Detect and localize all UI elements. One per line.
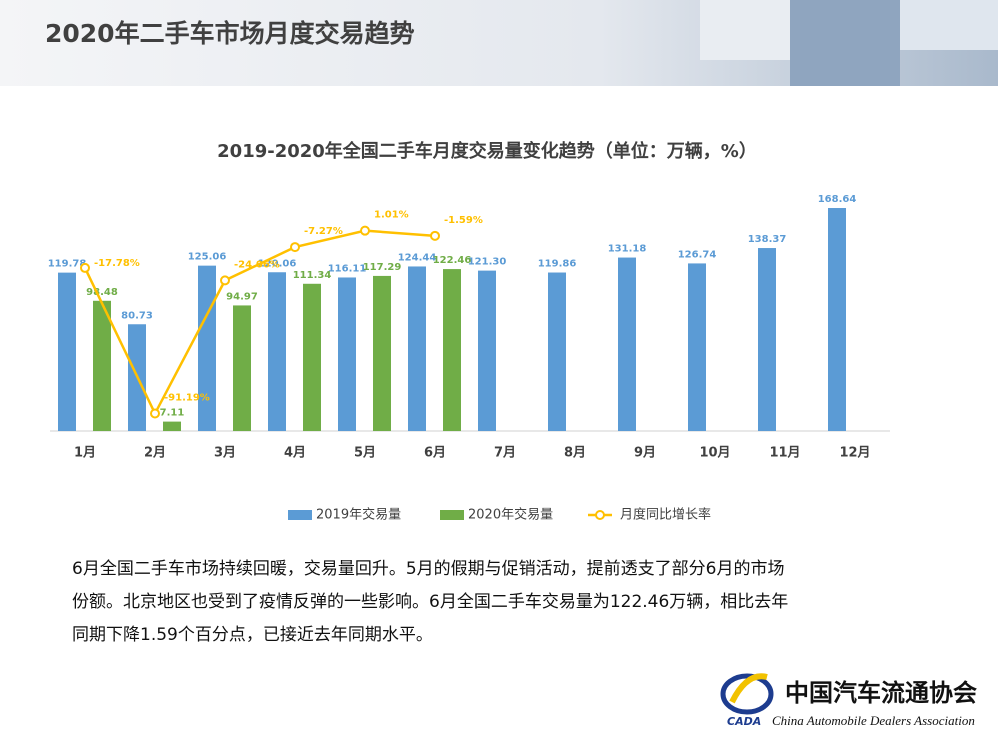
data-label: 80.73 xyxy=(121,310,153,321)
x-tick-label: 7月 xyxy=(494,446,516,461)
data-label: 131.18 xyxy=(608,244,647,255)
data-label: 119.86 xyxy=(538,259,577,270)
x-tick-label: 5月 xyxy=(354,446,376,461)
x-tick-label: 4月 xyxy=(284,446,306,461)
text-line: 份额。北京地区也受到了疫情反弹的一些影响。6月全国二手车交易量为122.46万辆… xyxy=(72,592,789,612)
x-tick-label: 12月 xyxy=(839,446,870,461)
data-label: 122.46 xyxy=(433,255,472,266)
legend-marker xyxy=(595,510,605,520)
growth-point xyxy=(220,275,230,286)
growth-point xyxy=(80,262,90,273)
description: 6月全国二手车市场持续回暖，交易量回升。5月的假期与促销活动，提前透支了部分6月… xyxy=(72,553,788,652)
data-label: -1.59% xyxy=(444,215,483,226)
data-label: 111.34 xyxy=(293,270,332,281)
bar xyxy=(93,300,111,431)
growth-point xyxy=(150,408,160,419)
bar xyxy=(408,266,426,431)
growth-line xyxy=(83,229,436,417)
data-label: 119.78 xyxy=(48,259,87,270)
logo-mark xyxy=(720,673,774,715)
logo-abbr: CADA xyxy=(727,715,761,728)
bar xyxy=(688,263,706,431)
text-line: 6月全国二手车市场持续回暖，交易量回升。5月的假期与促销活动，提前透支了部分6月… xyxy=(72,559,785,579)
bar xyxy=(373,275,391,431)
data-label: 117.29 xyxy=(363,262,402,273)
data-label: 7.11 xyxy=(160,408,185,419)
data-label: 98.48 xyxy=(86,287,118,298)
logo-english: China Automobile Dealers Association xyxy=(772,713,975,728)
decor-cube xyxy=(790,0,900,86)
bar xyxy=(758,248,776,431)
legend-label: 2019年交易量 xyxy=(316,507,401,523)
data-label: 138.37 xyxy=(748,234,787,245)
decor-cube xyxy=(700,0,790,60)
logo-name: 中国汽车流通协会 xyxy=(785,679,977,707)
text-line: 同期下降1.59个百分点，已接近去年同期水平。 xyxy=(72,625,433,645)
data-label: 94.97 xyxy=(226,291,258,302)
data-label: -7.27% xyxy=(304,226,343,237)
bar xyxy=(548,272,566,431)
data-label: 168.64 xyxy=(818,194,857,205)
bar xyxy=(58,272,76,431)
data-label: -24.06% xyxy=(234,259,280,270)
decor-cube xyxy=(900,0,998,50)
data-label: 121.30 xyxy=(468,257,507,268)
x-tick-label: 3月 xyxy=(214,446,236,461)
data-label: -91.19% xyxy=(164,393,210,404)
bar xyxy=(828,208,846,431)
x-tick-label: 1月 xyxy=(74,446,96,461)
x-tick-label: 9月 xyxy=(634,446,656,461)
legend-label: 月度同比增长率 xyxy=(620,507,711,523)
bar xyxy=(443,269,461,431)
x-tick-label: 2月 xyxy=(144,446,166,461)
bar xyxy=(338,277,356,431)
bar xyxy=(163,421,181,431)
growth-point xyxy=(360,225,370,236)
legend-label: 2020年交易量 xyxy=(468,507,553,523)
x-tick-label: 10月 xyxy=(699,446,730,461)
x-tick-label: 6月 xyxy=(424,446,446,461)
bar xyxy=(233,305,251,431)
growth-point xyxy=(430,230,440,241)
bar xyxy=(268,272,286,431)
data-label: 120.06 xyxy=(258,258,297,269)
data-label: 1.01% xyxy=(374,210,409,221)
data-label: 126.74 xyxy=(678,249,717,260)
x-tick-label: 11月 xyxy=(769,446,800,461)
data-label: -17.78% xyxy=(94,258,140,269)
x-tick-label: 8月 xyxy=(564,446,586,461)
bar xyxy=(478,270,496,431)
bar xyxy=(198,265,216,431)
page-title: 2020年二手车市场月度交易趋势 xyxy=(45,19,415,48)
data-label: 124.44 xyxy=(398,252,437,263)
growth-point xyxy=(290,242,300,253)
legend-swatch xyxy=(440,510,464,520)
data-label: 125.06 xyxy=(188,252,227,263)
chart-title: 2019-2020年全国二手车月度交易量变化趋势（单位：万辆，%） xyxy=(217,140,757,162)
bar xyxy=(618,257,636,431)
data-label: 116.11 xyxy=(328,263,367,274)
legend-swatch xyxy=(288,510,312,520)
bar xyxy=(303,283,321,431)
